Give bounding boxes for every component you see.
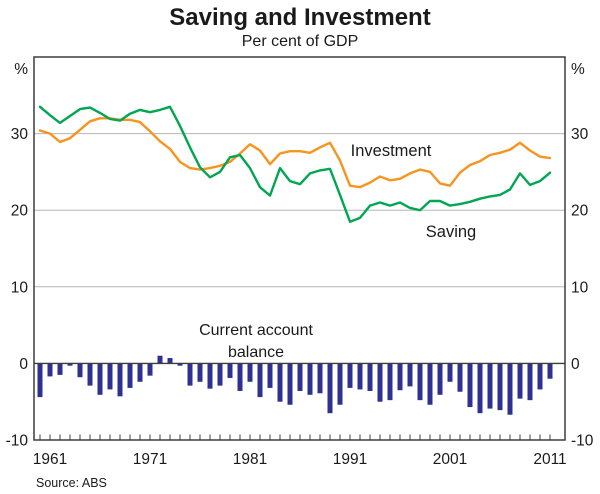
cab-bar bbox=[477, 363, 483, 414]
current-account-label-line2: balance bbox=[228, 344, 284, 361]
cab-bar bbox=[337, 363, 343, 405]
cab-bar bbox=[237, 363, 243, 391]
plot-frame bbox=[33, 56, 566, 441]
investment-line bbox=[38, 117, 552, 189]
x-axis-minor-ticks bbox=[39, 434, 551, 440]
cab-bar bbox=[457, 363, 463, 392]
y-tick-label-left: 10 bbox=[11, 279, 29, 296]
gridlines bbox=[34, 133, 565, 288]
cab-bar bbox=[467, 363, 473, 408]
chart-title: Saving and Investment bbox=[169, 4, 430, 31]
cab-bar bbox=[107, 363, 113, 390]
cab-bar bbox=[267, 363, 273, 388]
investment-series-label: Investment bbox=[351, 142, 432, 160]
x-axis-labels: 1961 1971 1981 1991 2001 2011 bbox=[33, 451, 567, 468]
saving-series-label: Saving bbox=[426, 223, 476, 241]
x-tick-label: 1961 bbox=[33, 451, 67, 468]
x-tick-label: 2011 bbox=[533, 451, 566, 468]
cab-bar bbox=[357, 363, 363, 390]
y-tick-label-right: 20 bbox=[571, 203, 589, 220]
cab-bar bbox=[257, 363, 263, 398]
cab-bar bbox=[387, 363, 393, 401]
cab-bar bbox=[37, 363, 43, 398]
cab-bar bbox=[97, 363, 103, 395]
cab-bar bbox=[217, 363, 223, 386]
y-axis-labels-right: -10 0 10 20 30 bbox=[571, 126, 594, 449]
current-account-bars bbox=[37, 355, 553, 415]
cab-bar bbox=[77, 363, 83, 378]
cab-bar bbox=[137, 363, 143, 382]
series-lines bbox=[38, 105, 552, 223]
cab-bar bbox=[367, 363, 373, 391]
cab-bar bbox=[157, 355, 163, 364]
cab-bar bbox=[447, 363, 453, 382]
y-tick-label-right: 10 bbox=[571, 279, 589, 296]
cab-bar bbox=[507, 363, 513, 415]
cab-bar bbox=[177, 363, 183, 366]
cab-bar bbox=[67, 363, 73, 366]
cab-bar bbox=[527, 363, 533, 401]
y-tick-label-left: -10 bbox=[6, 433, 29, 450]
cab-bar bbox=[297, 363, 303, 391]
cab-bar bbox=[277, 363, 283, 402]
cab-bar bbox=[487, 363, 493, 409]
cab-bar bbox=[207, 363, 213, 389]
x-tick-label: 1971 bbox=[133, 451, 167, 468]
cab-bar bbox=[347, 363, 353, 388]
cab-bar bbox=[537, 363, 543, 390]
cab-bar bbox=[517, 363, 523, 399]
y-tick-label-left: 0 bbox=[19, 356, 28, 373]
cab-bar bbox=[167, 358, 173, 364]
chart-subtitle: Per cent of GDP bbox=[242, 33, 359, 50]
y-tick-label-left: 20 bbox=[11, 203, 29, 220]
cab-bar bbox=[317, 363, 323, 394]
saving-line bbox=[38, 105, 552, 223]
cab-bar bbox=[427, 363, 433, 405]
cab-bar bbox=[377, 363, 383, 402]
cab-bar bbox=[417, 363, 423, 401]
cab-bar bbox=[127, 363, 133, 388]
y-axis-unit-left: % bbox=[14, 61, 28, 78]
y-axis-unit-right: % bbox=[571, 61, 585, 78]
cab-bar bbox=[327, 363, 333, 414]
cab-bar bbox=[187, 363, 193, 386]
y-axis-labels-left: -10 0 10 20 30 bbox=[6, 126, 29, 449]
x-tick-label: 1991 bbox=[333, 451, 367, 468]
cab-bar bbox=[437, 363, 443, 395]
cab-bar bbox=[197, 363, 203, 382]
cab-bar bbox=[117, 363, 123, 397]
source-note: Source: ABS bbox=[36, 476, 107, 490]
y-tick-label-right: 0 bbox=[571, 356, 580, 373]
cab-bar bbox=[407, 363, 413, 387]
x-tick-label: 2001 bbox=[433, 451, 467, 468]
cab-bar bbox=[547, 363, 553, 379]
y-tick-label-left: 30 bbox=[11, 126, 29, 143]
y-tick-label-right: 30 bbox=[571, 126, 589, 143]
cab-bar bbox=[247, 363, 253, 382]
cab-bar bbox=[57, 363, 63, 375]
cab-bar bbox=[287, 363, 293, 405]
cab-bar bbox=[147, 363, 153, 376]
cab-bar bbox=[307, 363, 313, 395]
cab-bar bbox=[87, 363, 93, 386]
cab-bar bbox=[227, 363, 233, 378]
cab-bar bbox=[47, 363, 53, 377]
current-account-label-line1: Current account bbox=[199, 322, 313, 339]
cab-bar bbox=[397, 363, 403, 391]
y-tick-label-right: -10 bbox=[571, 433, 594, 450]
x-tick-label: 1981 bbox=[233, 451, 267, 468]
cab-bar bbox=[497, 363, 503, 411]
